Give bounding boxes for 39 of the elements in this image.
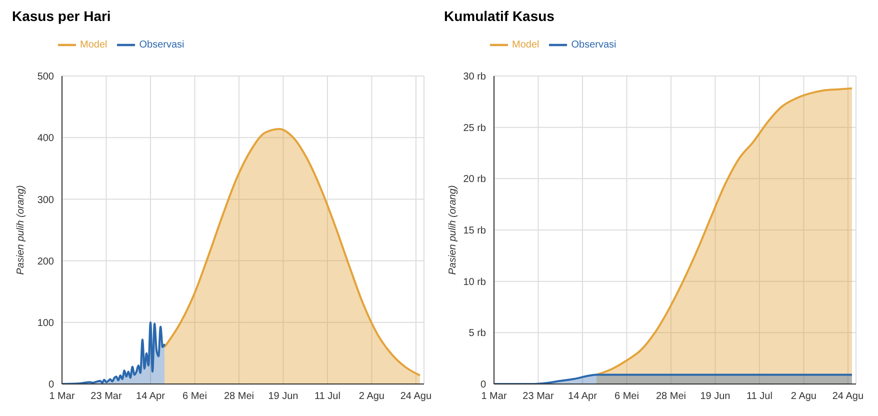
legend-label: Observasi xyxy=(571,40,616,51)
x-tick-label: 28 Mei xyxy=(656,391,686,402)
y-axis-title: Pasien pulih (orang) xyxy=(16,185,27,275)
y-tick-label: 20 rb xyxy=(463,174,486,186)
x-tick-label: 1 Mar xyxy=(49,391,76,402)
x-tick-label: 14 Apr xyxy=(136,391,166,402)
x-tick-label: 11 Jul xyxy=(314,391,340,402)
x-tick-label: 19 Jun xyxy=(700,391,730,402)
x-tick-label: 28 Mei xyxy=(224,391,254,402)
y-tick-label: 0 xyxy=(480,380,486,391)
x-tick-label: 23 Mar xyxy=(522,391,554,402)
x-tick-label: 6 Mei xyxy=(614,391,639,402)
y-axis-title: Pasien pulih (orang) xyxy=(448,185,459,275)
y-tick-label: 500 xyxy=(37,72,54,83)
y-tick-label: 30 rb xyxy=(463,72,486,83)
x-tick-label: 19 Jun xyxy=(268,391,298,402)
y-tick-label: 5 rb xyxy=(468,328,486,340)
x-tick-label: 11 Jul xyxy=(746,391,772,402)
y-tick-label: 100 xyxy=(37,318,54,329)
x-tick-label: 23 Mar xyxy=(90,391,122,402)
x-tick-label: 2 Agu xyxy=(358,391,385,402)
legend-label: Observasi xyxy=(139,40,184,51)
chart-title: Kumulatif Kasus xyxy=(444,8,556,26)
x-tick-label: 14 Apr xyxy=(568,391,598,402)
legend-label: Model xyxy=(512,40,540,51)
x-tick-label: 24 Agu xyxy=(832,391,864,402)
x-tick-label: 1 Mar xyxy=(481,391,508,402)
y-tick-label: 300 xyxy=(37,194,54,206)
x-tick-label: 2 Agu xyxy=(790,391,817,402)
y-tick-label: 400 xyxy=(37,133,54,144)
legend-label: Model xyxy=(80,40,108,51)
x-tick-label: 6 Mei xyxy=(182,391,207,402)
y-tick-label: 10 rb xyxy=(463,276,486,288)
y-tick-label: 25 rb xyxy=(463,122,486,134)
y-tick-label: 200 xyxy=(37,256,54,268)
chart-title: Kasus per Hari xyxy=(12,8,112,26)
y-tick-label: 15 rb xyxy=(463,226,486,237)
x-tick-label: 24 Agu xyxy=(400,391,432,402)
y-tick-label: 0 xyxy=(48,380,54,391)
